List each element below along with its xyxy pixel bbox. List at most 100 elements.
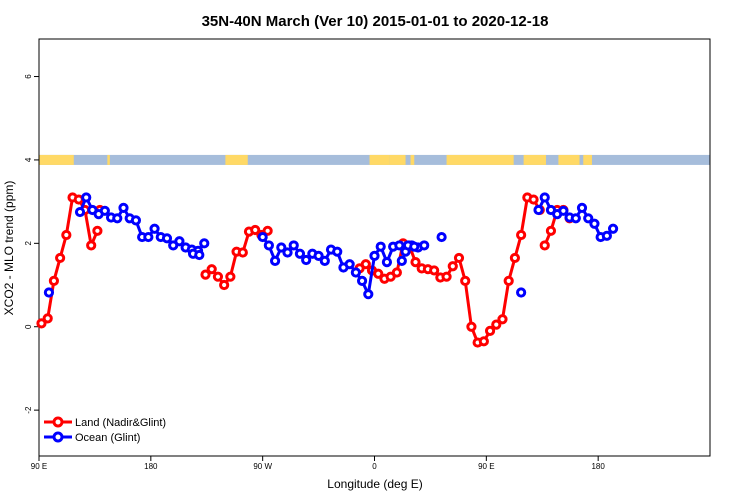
band-land-segment	[369, 154, 390, 165]
data-point-land	[509, 252, 521, 264]
data-point-land	[391, 267, 402, 278]
data-point-ocean	[174, 236, 185, 247]
plot-frame	[38, 38, 711, 457]
data-point-land	[441, 271, 452, 282]
data-point-land	[360, 259, 371, 270]
data-point-land	[484, 325, 496, 336]
y-tick-label: 2	[24, 241, 33, 246]
data-point-land	[503, 275, 514, 286]
data-point-ocean	[394, 240, 405, 251]
x-axis-label: Longitude (deg E)	[327, 477, 422, 491]
data-point-ocean	[194, 249, 205, 261]
x-axis: 90 E 180 90 W 0 90 E 180	[31, 456, 605, 471]
chart-title: 35N-40N March (Ver 10) 2015-01-01 to 202…	[202, 13, 549, 30]
series-line-land	[40, 195, 99, 325]
data-point-ocean	[344, 259, 355, 270]
data-point-ocean	[601, 230, 612, 241]
surface-type-band	[39, 154, 710, 165]
data-point-land	[36, 318, 47, 329]
data-point-land	[491, 319, 502, 330]
data-point-ocean	[112, 213, 123, 224]
y-tick-label: 6	[24, 74, 33, 79]
data-point-land	[478, 336, 489, 347]
x-tick-label: 180	[591, 462, 605, 471]
data-point-ocean	[294, 248, 306, 259]
data-point-ocean	[199, 238, 210, 249]
data-point-ocean	[533, 204, 544, 216]
data-point-ocean	[288, 240, 299, 251]
data-point-land	[212, 271, 224, 282]
data-point-ocean	[161, 233, 173, 244]
band-land-segment	[446, 154, 514, 165]
data-point-ocean	[381, 256, 393, 268]
data-point-ocean	[257, 231, 268, 243]
x-tick-label: 90 E	[31, 462, 47, 471]
series-layer	[36, 192, 619, 348]
band-land-segment	[39, 154, 74, 165]
data-point-ocean	[276, 242, 287, 253]
x-tick-label: 180	[144, 462, 158, 471]
data-point-land	[237, 247, 248, 258]
data-point-ocean	[301, 254, 312, 266]
data-point-ocean	[149, 223, 160, 234]
data-point-ocean	[576, 202, 588, 213]
data-point-ocean	[356, 275, 368, 286]
data-point-ocean	[516, 287, 527, 298]
data-point-land	[516, 229, 527, 241]
data-point-land	[206, 264, 217, 275]
data-point-ocean	[43, 287, 55, 298]
data-point-ocean	[313, 250, 324, 261]
data-point-land	[219, 279, 230, 291]
legend: Land (Nadir&Glint) Ocean (Glint)	[44, 416, 166, 444]
y-tick-label: 0	[24, 324, 33, 329]
legend-label-land: Land (Nadir&Glint)	[75, 417, 166, 429]
band-land-segment	[107, 154, 110, 165]
legend-marker-land	[52, 416, 64, 428]
x-tick-label: 90 W	[253, 462, 272, 471]
data-point-land	[429, 265, 440, 276]
band-land-segment	[225, 154, 248, 165]
data-point-ocean	[409, 241, 420, 252]
data-point-ocean	[589, 218, 600, 229]
band-land-segment	[410, 154, 415, 165]
data-point-ocean	[419, 240, 430, 251]
data-point-land	[410, 256, 421, 268]
data-point-ocean	[319, 255, 330, 266]
data-point-ocean	[143, 231, 154, 243]
data-point-land	[250, 224, 261, 236]
data-point-ocean	[263, 240, 274, 251]
data-point-ocean	[558, 205, 569, 216]
band-land-segment	[583, 154, 592, 165]
data-point-ocean	[118, 202, 129, 213]
legend-label-ocean: Ocean (Glint)	[75, 432, 140, 444]
data-point-ocean	[81, 192, 92, 203]
data-point-ocean	[375, 241, 386, 252]
data-point-land	[539, 240, 550, 251]
data-point-land	[466, 321, 477, 332]
band-land-segment	[389, 154, 406, 165]
y-tick-label: 4	[24, 157, 33, 162]
data-point-ocean	[269, 255, 281, 266]
series-ocean	[43, 192, 619, 300]
data-point-land	[453, 252, 465, 264]
data-point-ocean	[570, 213, 581, 224]
data-point-ocean	[369, 250, 380, 261]
band-land-segment	[558, 154, 580, 165]
y-tick-label: -2	[24, 406, 33, 414]
data-point-ocean	[436, 231, 447, 243]
x-tick-label: 0	[372, 462, 377, 471]
data-point-ocean	[583, 213, 594, 224]
data-point-land	[92, 225, 103, 236]
data-point-ocean	[130, 215, 142, 226]
data-point-land	[545, 225, 557, 236]
data-point-ocean	[74, 206, 86, 218]
legend-marker-ocean	[52, 431, 64, 443]
data-point-ocean	[332, 246, 343, 257]
data-point-land	[42, 313, 53, 324]
data-point-land	[497, 314, 508, 325]
data-point-land	[200, 269, 211, 280]
data-point-land	[86, 240, 97, 251]
data-point-ocean	[607, 223, 619, 234]
data-point-land	[225, 271, 236, 282]
